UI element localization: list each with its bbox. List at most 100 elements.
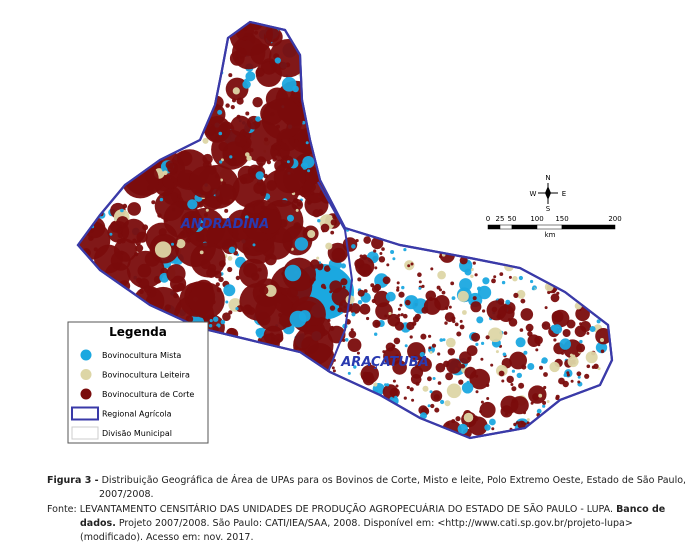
dot — [447, 348, 455, 356]
dot — [374, 332, 378, 336]
dot — [246, 155, 252, 161]
dot — [551, 309, 570, 328]
dot — [228, 157, 237, 167]
dot — [232, 98, 236, 103]
dot — [525, 323, 534, 332]
dot — [523, 411, 526, 415]
dot — [218, 276, 224, 283]
dot — [154, 241, 172, 258]
dot — [513, 292, 519, 298]
dot — [318, 283, 322, 287]
dot — [475, 390, 479, 394]
dot — [418, 286, 422, 290]
dot — [163, 201, 201, 239]
dot — [401, 285, 405, 290]
dot — [320, 283, 326, 289]
dot — [374, 266, 378, 270]
dot — [459, 324, 465, 330]
dot — [228, 73, 233, 78]
scale-label: 200 — [608, 215, 621, 223]
dot — [596, 319, 601, 324]
dot — [235, 47, 247, 59]
dot — [597, 367, 601, 371]
dot — [284, 264, 302, 282]
dot — [373, 382, 378, 387]
dot — [432, 377, 436, 380]
dot — [418, 280, 422, 284]
dot — [429, 351, 433, 354]
dot — [517, 420, 526, 429]
dot — [379, 252, 383, 255]
dot — [547, 290, 551, 295]
dot — [534, 335, 543, 345]
dot — [586, 331, 590, 335]
dot — [396, 288, 400, 292]
region-label: ANDRADINA — [180, 217, 269, 232]
dot — [337, 307, 343, 313]
dot — [228, 246, 236, 254]
dot — [199, 250, 204, 255]
dot — [228, 310, 233, 315]
dot — [468, 416, 488, 436]
dot — [235, 307, 239, 311]
dot — [397, 313, 401, 317]
dot — [488, 327, 503, 343]
dot — [479, 401, 496, 418]
dot — [84, 217, 106, 239]
dot — [419, 351, 425, 358]
dot — [230, 105, 235, 110]
dot — [225, 103, 230, 108]
dot — [440, 399, 445, 405]
dot — [236, 97, 244, 105]
caption-text: Distribuição Geográfica de Área de UPAs … — [99, 475, 685, 500]
dot — [430, 267, 434, 271]
dot — [435, 362, 446, 373]
dot — [539, 365, 543, 370]
dot — [430, 403, 435, 409]
dot — [593, 363, 599, 369]
dot — [390, 347, 394, 350]
dot — [389, 387, 400, 398]
dot — [227, 266, 233, 273]
dot — [459, 351, 472, 364]
dot — [515, 337, 526, 348]
dot — [454, 322, 459, 327]
dot — [475, 342, 479, 346]
dot — [200, 223, 205, 227]
dot — [263, 173, 269, 179]
dot — [256, 208, 282, 234]
dot — [263, 325, 284, 346]
dot — [470, 274, 474, 278]
dot — [307, 169, 311, 173]
dot — [134, 252, 139, 257]
dot — [501, 280, 506, 285]
dot — [252, 213, 257, 219]
dot — [177, 194, 182, 199]
dot — [93, 247, 98, 252]
dot — [273, 161, 306, 194]
dot — [305, 141, 309, 145]
dot — [272, 157, 278, 162]
scale-unit: km — [545, 231, 556, 239]
dot — [260, 191, 265, 197]
dot — [242, 36, 247, 41]
dot — [176, 239, 186, 249]
dot — [520, 298, 526, 304]
dot — [463, 412, 474, 423]
dot — [351, 244, 356, 249]
dot — [446, 358, 462, 374]
dot — [385, 291, 396, 302]
dot — [127, 202, 141, 216]
dot — [309, 174, 320, 185]
dot — [415, 364, 419, 369]
legend-label: Bovinocultura Mista — [102, 351, 181, 360]
dot — [413, 355, 418, 359]
dot — [412, 315, 420, 323]
compass-w: W — [530, 190, 537, 198]
dot — [253, 182, 265, 194]
dot — [136, 231, 148, 243]
dot — [403, 248, 407, 252]
dot — [223, 284, 236, 297]
dot — [393, 337, 401, 345]
